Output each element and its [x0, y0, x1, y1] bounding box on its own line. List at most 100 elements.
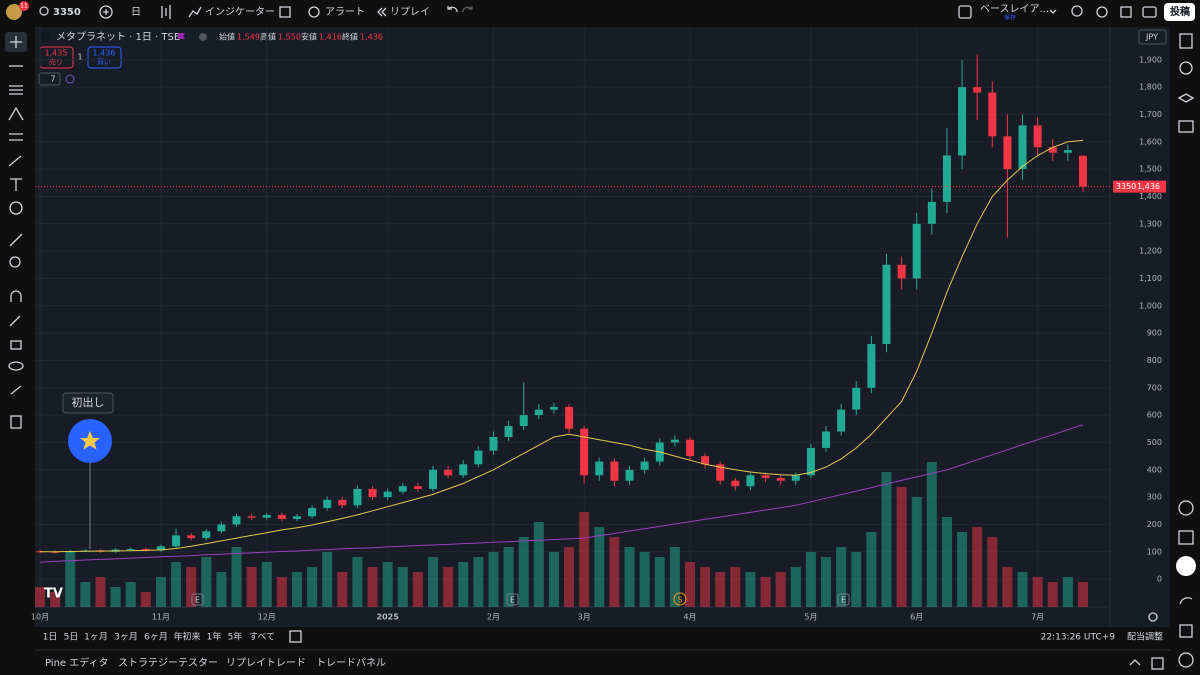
candle-body: [685, 439, 694, 457]
candle-body: [958, 87, 967, 156]
event-box[interactable]: [837, 593, 850, 606]
y-tick-label: 1,300: [1139, 219, 1162, 228]
timeframe[interactable]: 1年: [207, 631, 222, 643]
delete-tool[interactable]: [10, 415, 22, 429]
currency-box[interactable]: [1138, 29, 1167, 45]
signal[interactable]: [1179, 597, 1193, 605]
symbol[interactable]: 3350: [53, 7, 81, 18]
zoom-tool[interactable]: [9, 256, 21, 268]
watchlist[interactable]: [1179, 33, 1193, 49]
replay[interactable]: リプレイ: [390, 6, 430, 18]
bottom-tab[interactable]: トレードパネル: [316, 657, 386, 669]
volume-bar: [458, 562, 469, 607]
crosshair-tool[interactable]: [10, 36, 22, 48]
text-tool[interactable]: [10, 178, 22, 191]
y-tick-label: 0: [1157, 575, 1162, 584]
avatar[interactable]: [6, 4, 22, 20]
redo[interactable]: [462, 6, 473, 13]
ideas[interactable]: [1178, 500, 1194, 516]
bottom-tab[interactable]: リプレイトレード: [226, 657, 306, 669]
axis-settings[interactable]: [1148, 612, 1158, 622]
lock-tool[interactable]: [10, 340, 22, 350]
hide-tool[interactable]: [8, 361, 24, 371]
event-box[interactable]: [191, 593, 204, 606]
candle-body: [822, 431, 831, 448]
timeframe[interactable]: すべて: [249, 632, 275, 643]
chart-type[interactable]: [161, 5, 171, 19]
candle-body: [534, 409, 543, 416]
expand-panel[interactable]: [1129, 659, 1141, 666]
timeframe[interactable]: 1ヶ月: [84, 632, 108, 643]
search-icon[interactable]: [39, 6, 49, 16]
interval[interactable]: 日: [131, 7, 141, 18]
volume-bar: [171, 562, 182, 607]
settings[interactable]: [1096, 6, 1108, 18]
pattern-tool[interactable]: [8, 106, 24, 121]
volume-bar: [518, 537, 529, 607]
chat[interactable]: [1178, 120, 1194, 133]
layout-icon[interactable]: [958, 5, 972, 19]
brush-tool[interactable]: [8, 155, 22, 167]
sync-icon[interactable]: [65, 74, 75, 84]
add-symbol[interactable]: [99, 5, 113, 19]
volume-bar: [503, 547, 514, 607]
volume-bar: [276, 577, 287, 607]
snapshot[interactable]: [1142, 6, 1157, 18]
event-box[interactable]: [506, 593, 519, 606]
candle-body: [262, 514, 271, 518]
timeframe[interactable]: 5年: [228, 631, 243, 643]
candle-body: [338, 499, 347, 506]
x-tick-label: 11月: [152, 613, 170, 622]
timeframe[interactable]: 5日: [64, 632, 79, 643]
layout-menu[interactable]: [1049, 9, 1057, 14]
maximize-panel[interactable]: [1151, 657, 1164, 670]
alerts-panel[interactable]: [1179, 61, 1193, 75]
event-box[interactable]: [673, 592, 687, 606]
templates[interactable]: [279, 6, 291, 18]
volume-bar: [579, 512, 590, 607]
alerts[interactable]: アラート: [325, 6, 365, 18]
candle-body: [459, 464, 468, 476]
publish-button[interactable]: [1164, 3, 1195, 21]
magnet-tool[interactable]: [10, 290, 22, 302]
candle-body: [519, 415, 528, 427]
quick-search[interactable]: [1071, 5, 1083, 17]
date-range[interactable]: [289, 630, 302, 643]
lock-drawings-tool[interactable]: [9, 315, 21, 327]
volume-bar: [382, 562, 393, 607]
adjustment[interactable]: 配当調整: [1127, 631, 1163, 643]
undo[interactable]: [447, 6, 458, 13]
help[interactable]: [1178, 652, 1194, 668]
timeframe[interactable]: 1日: [43, 632, 58, 643]
candle-body: [504, 426, 513, 437]
calendar[interactable]: [1178, 530, 1194, 545]
timeframe[interactable]: 3ヶ月: [114, 632, 138, 643]
x-tick-label: 7月: [1031, 613, 1044, 622]
timeframe[interactable]: 6ヶ月: [144, 632, 168, 643]
layers[interactable]: [1177, 93, 1195, 103]
indicators[interactable]: インジケーター: [205, 6, 275, 18]
forecast-tool[interactable]: [9, 133, 23, 141]
layout-name[interactable]: ベースレイア...: [980, 3, 1049, 15]
volume: [35, 462, 1088, 607]
indicator-toggle[interactable]: [38, 72, 61, 86]
fullscreen[interactable]: [1120, 6, 1132, 18]
notes[interactable]: [1179, 624, 1193, 638]
apps[interactable]: [1176, 556, 1196, 576]
timeframe[interactable]: 年初来: [173, 631, 200, 643]
clock: 22:13:26 UTC+9: [1041, 633, 1116, 643]
bottom-tab[interactable]: ストラテジーテスター: [118, 657, 218, 669]
publish[interactable]: 投稿: [1170, 5, 1190, 18]
candle-body: [701, 456, 710, 465]
fib-tool[interactable]: [9, 85, 23, 95]
volume-bar: [775, 572, 786, 607]
link-tool[interactable]: [10, 385, 22, 395]
buy-button[interactable]: [87, 46, 122, 69]
icon-tool[interactable]: [9, 201, 23, 215]
candle-body: [323, 499, 332, 509]
collapse[interactable]: [199, 33, 207, 41]
flag[interactable]: [178, 33, 185, 39]
measure-tool[interactable]: [9, 233, 23, 247]
volume-bar: [805, 552, 816, 607]
bottom-tab[interactable]: Pine エディタ: [45, 656, 109, 669]
